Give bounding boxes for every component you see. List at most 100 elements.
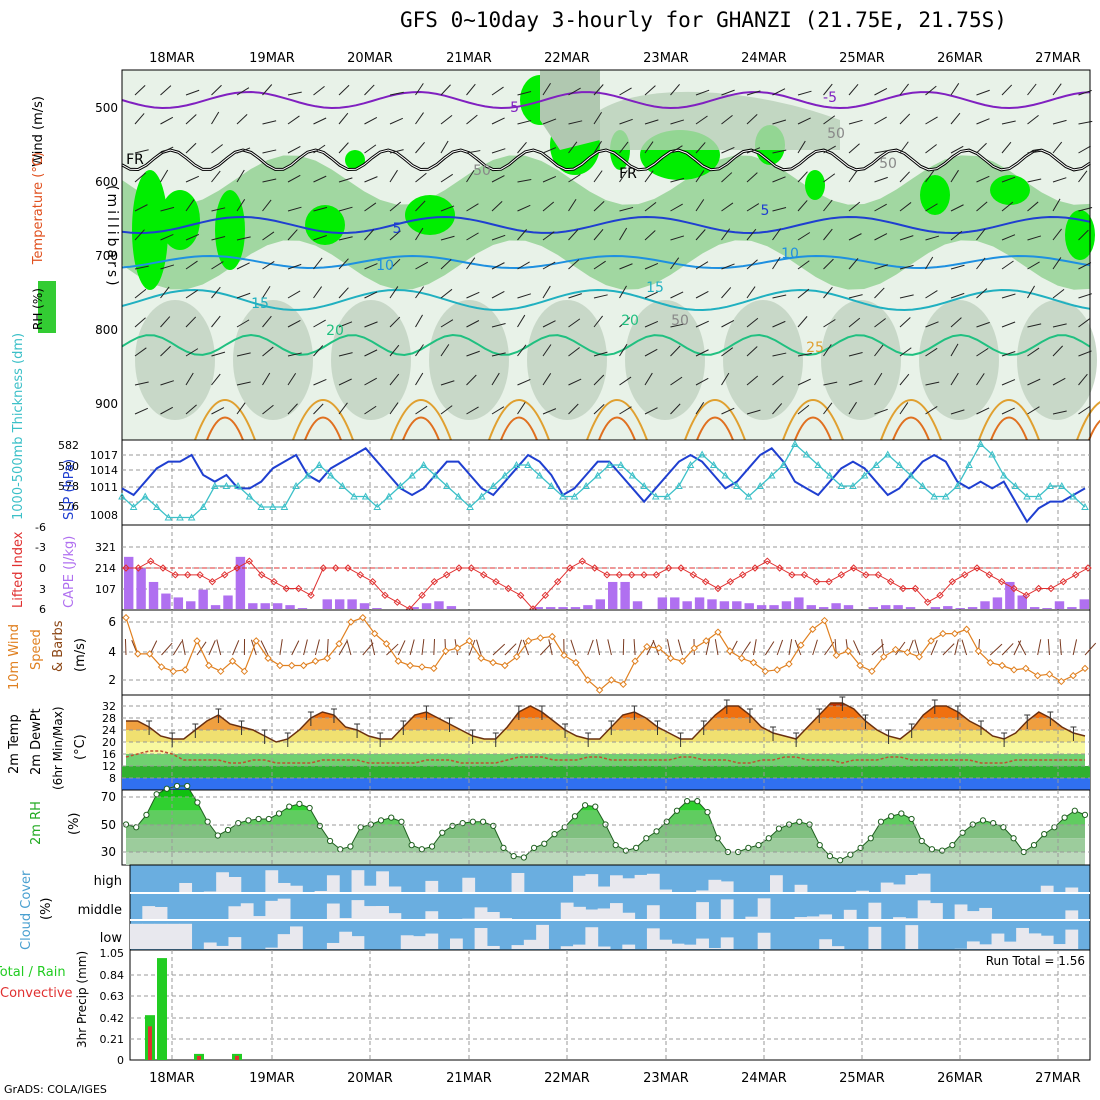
rh-lobe bbox=[821, 300, 901, 420]
cape-bar bbox=[769, 605, 779, 609]
rh-lobe bbox=[1017, 300, 1097, 420]
thickness-marker bbox=[535, 471, 544, 479]
wind10m-panel: 6 4 2 10m Wind Speed & Barbs (m/s) bbox=[7, 609, 1097, 696]
cloud-cover-cell bbox=[893, 884, 906, 893]
cloud-cover-cell bbox=[880, 882, 894, 893]
wind-barb bbox=[466, 150, 481, 154]
wind-barb bbox=[848, 258, 859, 270]
cape-tick: 214 bbox=[95, 562, 116, 575]
upper-wind-barbs bbox=[134, 82, 1093, 415]
wind-barb bbox=[211, 286, 221, 299]
wind-speed-marker bbox=[276, 661, 284, 670]
wind-barb bbox=[287, 229, 298, 241]
wind-barb bbox=[899, 347, 912, 357]
wind-barb bbox=[262, 372, 271, 386]
rh-marker bbox=[796, 818, 803, 825]
rh-marker bbox=[1010, 835, 1017, 842]
precip-grid bbox=[130, 950, 1090, 1060]
cloud-cover-cell bbox=[696, 938, 709, 949]
wind-barb bbox=[1078, 170, 1088, 183]
contour-25 bbox=[292, 399, 354, 441]
wind-barb bbox=[542, 408, 557, 415]
cape-bar bbox=[148, 581, 159, 609]
contour-30 bbox=[304, 416, 342, 441]
wind-barb bbox=[389, 230, 401, 241]
wind-barb bbox=[695, 89, 710, 96]
wind10m-barb bbox=[1037, 639, 1042, 656]
wind10m-barb bbox=[961, 639, 968, 656]
cloud-cover-cell bbox=[610, 903, 623, 920]
wind-barb bbox=[874, 116, 887, 125]
contour-30 bbox=[696, 416, 734, 441]
wind10m-barb bbox=[232, 640, 240, 656]
wind-barb bbox=[593, 294, 608, 299]
wind10m-barb bbox=[1059, 639, 1062, 656]
wind-barb bbox=[440, 205, 455, 212]
wind-barb bbox=[542, 373, 552, 386]
cloud-cover-cell bbox=[290, 885, 303, 893]
thickness-marker bbox=[918, 481, 927, 489]
rh-lobe bbox=[331, 300, 411, 420]
top-date-label: 22MAR bbox=[544, 51, 590, 66]
precip-tick: 0 bbox=[117, 1054, 124, 1067]
cape-bar bbox=[992, 597, 1003, 609]
li-marker bbox=[331, 564, 340, 572]
rh-saturated-blob bbox=[160, 190, 200, 250]
wind-barb bbox=[313, 345, 324, 357]
cloud-cover-cell bbox=[265, 900, 279, 920]
li-marker bbox=[122, 564, 130, 572]
wind-speed-marker bbox=[169, 667, 178, 676]
precip-tick: 0.63 bbox=[100, 990, 125, 1003]
rh-marker bbox=[326, 837, 334, 845]
rh-ticks: 70 50 30 bbox=[101, 790, 116, 859]
wind-barb bbox=[262, 84, 273, 96]
temp-ylabel-1: 2m Temp bbox=[7, 714, 22, 774]
wind-barb bbox=[542, 285, 551, 299]
wind-barb bbox=[517, 204, 531, 212]
wind-barb bbox=[364, 349, 378, 357]
wind-barb bbox=[721, 287, 732, 299]
cloud-cover-cell bbox=[819, 914, 833, 920]
thickness-marker bbox=[385, 492, 393, 500]
li-marker bbox=[763, 557, 772, 565]
rh-saturated-blob bbox=[405, 195, 455, 235]
wind-barb bbox=[1078, 373, 1088, 386]
bottom-date-label: 19MAR bbox=[249, 1071, 295, 1086]
thickness-tick: 582 bbox=[58, 439, 79, 452]
thickness-marker bbox=[164, 513, 173, 521]
rh-marker bbox=[949, 842, 956, 849]
wind-barb bbox=[236, 236, 251, 241]
cloud-cover-cell bbox=[179, 923, 193, 949]
wind-barb bbox=[389, 91, 404, 96]
wind-barb bbox=[160, 286, 170, 299]
rh-marker bbox=[255, 815, 262, 823]
temp-ylabel-4: (°C) bbox=[73, 734, 88, 760]
wind-barb bbox=[721, 228, 731, 241]
wind-barb bbox=[874, 264, 889, 270]
cloud-cover-cell bbox=[314, 890, 328, 893]
wind-barb bbox=[797, 288, 810, 299]
cloud-cover-cell bbox=[1028, 933, 1042, 949]
cloud-cover-cell bbox=[597, 908, 611, 920]
cloud-cover-cell bbox=[265, 947, 279, 949]
wind-barb bbox=[670, 203, 683, 212]
wind-barb bbox=[211, 351, 226, 357]
contour-25 bbox=[586, 399, 648, 441]
contour-labels: -5 -5 FR FR 5 5 10 10 15 15 20 20 25 50 50 50 50 bbox=[126, 90, 897, 356]
wind10m-barb bbox=[853, 640, 861, 656]
wind-speed-marker bbox=[986, 658, 994, 667]
wind-barb bbox=[772, 256, 781, 270]
cape-bar bbox=[173, 597, 184, 609]
wind10m-barb bbox=[397, 640, 406, 656]
rh-marker bbox=[918, 837, 925, 845]
wind-barb bbox=[619, 285, 627, 299]
li-marker bbox=[245, 557, 254, 565]
li-marker bbox=[886, 577, 895, 586]
wind-barb bbox=[593, 228, 604, 241]
rh-marker bbox=[388, 814, 395, 821]
cape-ticks: -6 -3 0 3 6 321 214 107 bbox=[35, 521, 116, 616]
wind10m-barb bbox=[989, 643, 1003, 656]
wind-barb bbox=[236, 292, 251, 299]
wind-barb bbox=[950, 372, 959, 386]
